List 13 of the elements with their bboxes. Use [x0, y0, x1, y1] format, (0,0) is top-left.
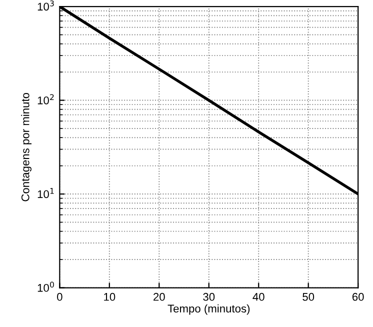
x-tick-label: 40 [252, 292, 264, 301]
y-axis-title: Contagens por minuto [21, 92, 32, 202]
x-axis-title: Tempo (minutos) [168, 304, 250, 315]
y-tick-label: 10$^{2}$ [38, 94, 54, 104]
x-tick-label: 60 [352, 292, 364, 301]
y-tick-label: 10$^{0}$ [38, 282, 54, 292]
x-tick-label: 30 [203, 292, 215, 301]
y-tick-label: 10$^{1}$ [38, 188, 54, 198]
x-tick-label: 50 [302, 292, 314, 301]
x-tick-label: 20 [154, 292, 165, 301]
y-tick-label: 10$^{3}$ [38, 0, 54, 11]
x-tick-label: 10 [104, 292, 116, 301]
x-tick-label: 0 [57, 292, 62, 301]
